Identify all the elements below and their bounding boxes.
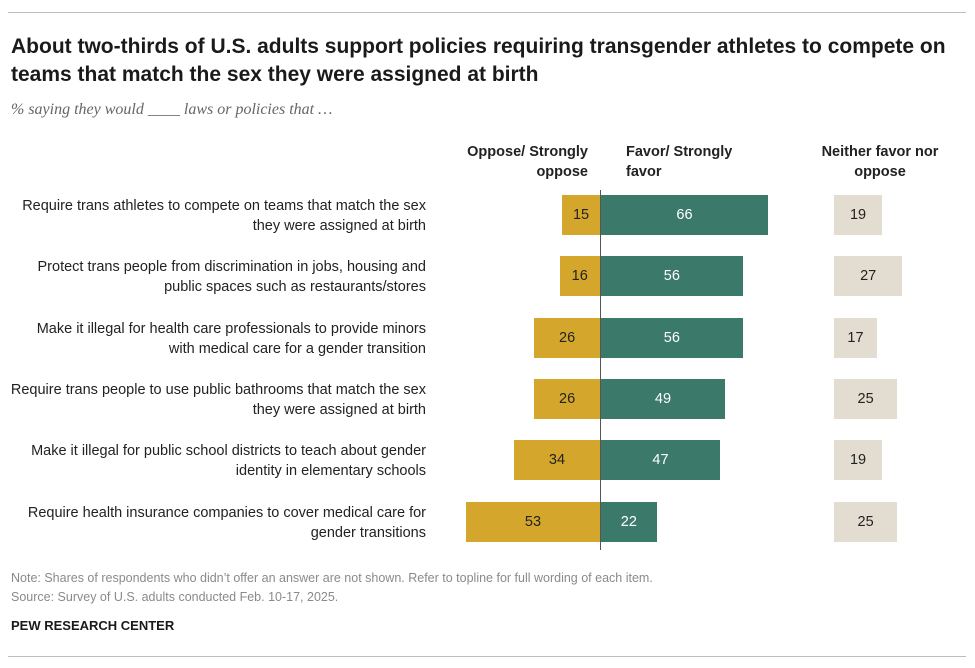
bar-oppose: 34 xyxy=(513,440,600,481)
bar-favor: 66 xyxy=(601,195,768,235)
row-label: Make it illegal for health care professi… xyxy=(36,320,426,357)
bar-favor: 56 xyxy=(601,317,743,358)
bar-favor: 47 xyxy=(601,440,720,481)
bar-neither: 17 xyxy=(834,317,877,358)
row-label: Require health insurance companies to co… xyxy=(27,504,426,541)
bar-oppose: 26 xyxy=(534,378,600,419)
column-header-oppose: Oppose/ Strongly oppose xyxy=(467,144,588,180)
bar-oppose: 16 xyxy=(559,256,600,297)
zero-line xyxy=(600,190,601,550)
bar-neither: 19 xyxy=(834,195,883,235)
bar-oppose: 53 xyxy=(465,501,600,542)
bar-favor: 22 xyxy=(601,501,657,542)
note-text: Note: Shares of respondents who didn’t o… xyxy=(11,571,653,585)
bar-neither: 25 xyxy=(834,378,898,419)
row-label: Require trans people to use public bathr… xyxy=(10,381,426,418)
bar-oppose: 15 xyxy=(562,195,600,235)
brand-logo-text: PEW RESEARCH CENTER xyxy=(11,618,175,633)
top-rule xyxy=(8,12,966,13)
column-header-favor: Favor/ Strongly favor xyxy=(626,144,733,180)
bar-neither: 25 xyxy=(834,501,898,542)
column-header-neither: Neither favor nor oppose xyxy=(821,144,939,180)
row-label: Require trans athletes to compete on tea… xyxy=(22,198,426,234)
bar-oppose: 26 xyxy=(534,317,600,358)
bottom-rule xyxy=(8,656,966,657)
bar-neither: 27 xyxy=(834,256,903,297)
row-label: Protect trans people from discrimination… xyxy=(37,259,426,296)
chart-subtitle: % saying they would ____ laws or policie… xyxy=(11,101,333,118)
source-text: Source: Survey of U.S. adults conducted … xyxy=(11,590,339,604)
bar-favor: 56 xyxy=(601,256,743,297)
row-label: Make it illegal for public school distri… xyxy=(31,443,426,480)
chart-title: About two-thirds of U.S. adults support … xyxy=(11,35,946,86)
bar-neither: 19 xyxy=(834,440,883,481)
bar-favor: 49 xyxy=(601,378,725,419)
